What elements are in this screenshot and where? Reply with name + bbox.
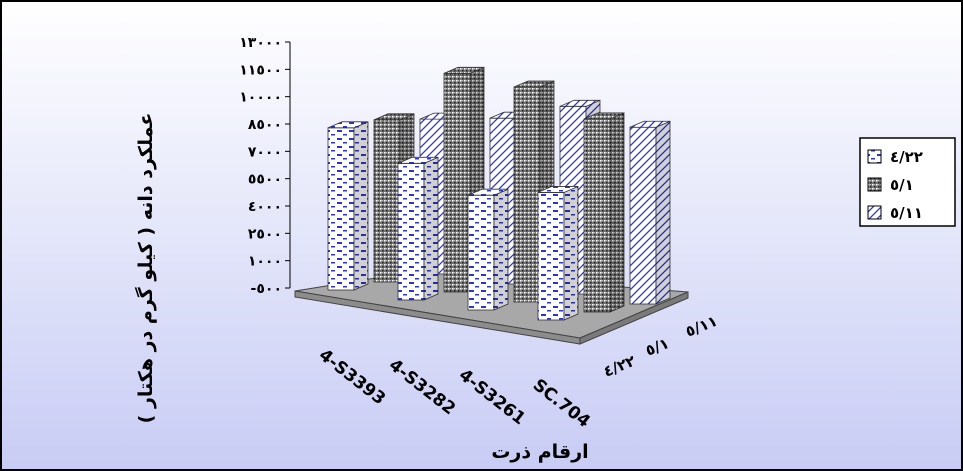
- legend-swatch: [867, 205, 882, 220]
- legend-label: ٥/١١: [890, 204, 923, 222]
- bar-top-face: [327, 121, 369, 129]
- legend-swatch: [867, 149, 882, 164]
- y-axis: -٥٠٠ ١٠٠٠ ٢٥٠٠ ٤٠٠٠ ٥٥٠٠ ٧٠٠٠ ٨٥٠٠ ١٠٠٠٠ ١١٥٠٠ ١٣…: [239, 35, 291, 297]
- bar-top-face: [559, 99, 601, 107]
- bar-top-face: [373, 113, 415, 121]
- bars-group: [327, 66, 671, 321]
- bar-side-shade: [656, 121, 670, 304]
- bar-side-shade: [610, 112, 624, 312]
- bar-side-shade: [354, 121, 368, 290]
- bar-front-face: [629, 126, 657, 305]
- y-tick-label: ١٣٠٠٠: [239, 35, 282, 51]
- bar-side-shade: [494, 189, 508, 310]
- legend-swatch: [867, 177, 882, 192]
- bar-front-face: [373, 119, 401, 283]
- y-tick-label: ١٠٠٠٠: [239, 90, 282, 106]
- y-tick-label: ١٠٠٠: [248, 254, 282, 270]
- y-tick-label: ٥٥٠٠: [248, 172, 282, 188]
- bar-side-shade: [424, 157, 438, 300]
- bar-front-face: [327, 127, 355, 291]
- bar-front-face: [583, 118, 611, 313]
- bar-top-face: [629, 120, 671, 128]
- bar-top-face: [467, 188, 509, 196]
- bar-front-face: [397, 162, 425, 301]
- bar-3-4: [629, 120, 671, 305]
- x-axis-title: ارقام ذرت: [491, 441, 588, 463]
- bar-front-face: [537, 192, 565, 321]
- bar-2-4: [583, 112, 625, 313]
- bar-front-face: [443, 72, 471, 293]
- y-axis-title: عملکرد دانه ( کیلو گرم در هکتار ): [134, 113, 157, 424]
- bar-1-3: [467, 188, 509, 311]
- y-tick-label: ٤٠٠٠: [248, 199, 282, 215]
- bar-1-2: [397, 156, 439, 301]
- legend: ٤/٢٢ ٥/١ ٥/١١: [859, 137, 956, 227]
- bar-top-face: [537, 186, 579, 193]
- bar-1-4: [537, 185, 579, 321]
- y-tick-label: ٧٠٠٠: [248, 144, 282, 160]
- bar-top-face: [513, 80, 555, 88]
- legend-label: ٤/٢٢: [890, 148, 923, 166]
- bar-side-shade: [564, 186, 578, 320]
- y-tick-label: -٥٠٠: [251, 281, 282, 297]
- legend-label: ٥/١: [890, 176, 914, 194]
- plot-floor-edge-right: [579, 291, 689, 345]
- bar-top-face: [397, 156, 439, 164]
- bar-front-face: [513, 86, 541, 303]
- y-tick-label: ١١٥٠٠: [239, 62, 282, 78]
- bar-front-face: [467, 194, 495, 311]
- y-tick-label: ٢٥٠٠: [248, 226, 282, 242]
- y-tick-label: ٨٥٠٠: [248, 117, 282, 133]
- bar-top-face: [583, 112, 625, 120]
- bar-1-1: [327, 121, 369, 291]
- bar-top-face: [443, 66, 485, 74]
